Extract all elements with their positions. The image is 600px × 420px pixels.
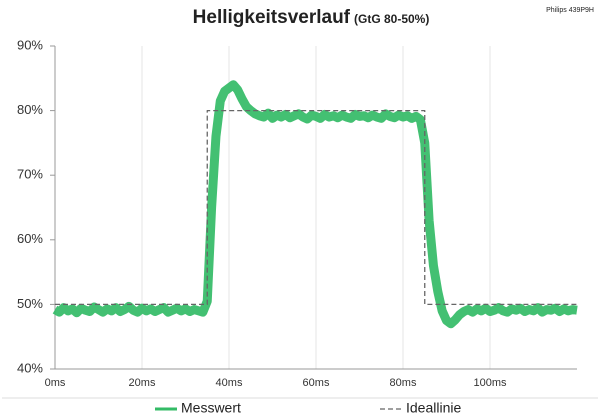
y-tick-label: 60% [17, 231, 43, 246]
x-tick-label: 60ms [303, 377, 330, 389]
y-tick-label: 80% [17, 102, 43, 117]
chart-title: Helligkeitsverlauf [193, 7, 351, 28]
legend-label: Messwert [181, 400, 241, 416]
x-tick-label: 100ms [473, 377, 507, 389]
y-tick-label: 90% [17, 37, 43, 52]
series-line [52, 80, 578, 329]
x-tick-label: 80ms [390, 377, 417, 389]
x-tick-label: 0ms [45, 377, 66, 389]
y-tick-label: 50% [17, 296, 43, 311]
x-tick-label: 40ms [216, 377, 243, 389]
y-tick-label: 40% [17, 360, 43, 375]
legend-label: Ideallinie [406, 400, 461, 416]
y-tick-label: 70% [17, 167, 43, 182]
chart-subtitle: (GtG 80-50%) [354, 12, 429, 26]
x-tick-label: 20ms [129, 377, 156, 389]
annotation: Philips 439P9H [546, 7, 594, 14]
